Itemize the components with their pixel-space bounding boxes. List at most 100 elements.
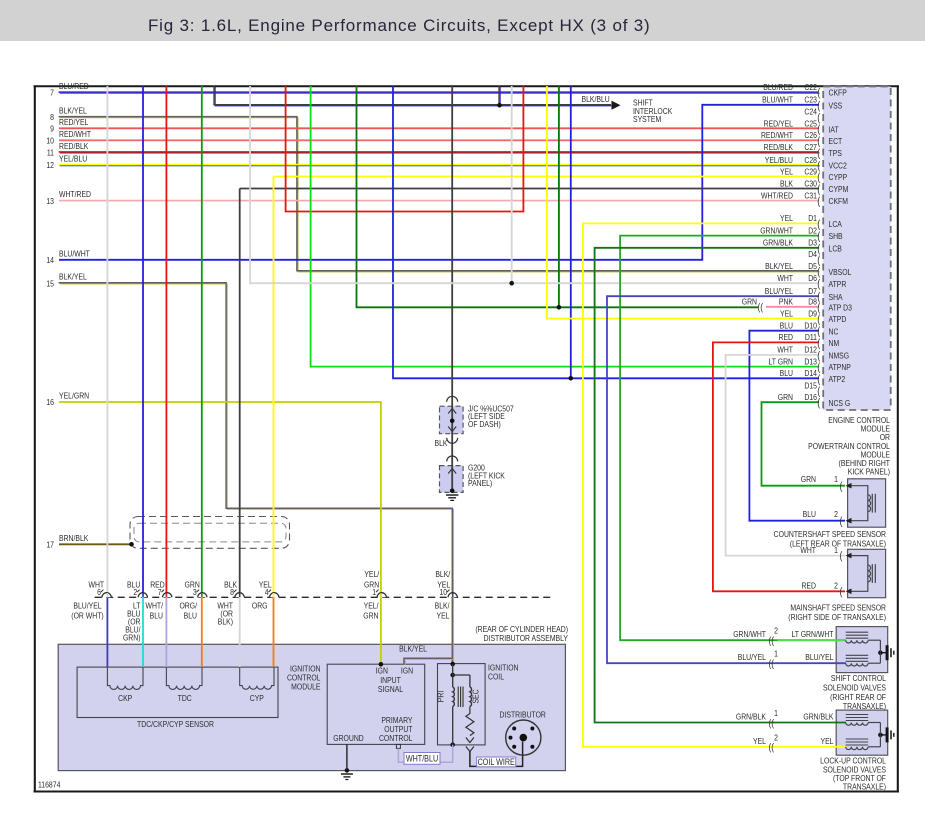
svg-text:ENGINE CONTROL: ENGINE CONTROL [828, 415, 890, 425]
svg-text:1: 1 [774, 649, 778, 659]
svg-text:LT GRN: LT GRN [768, 357, 793, 367]
svg-text:SHB: SHB [829, 231, 843, 241]
svg-text:(: ( [817, 254, 821, 266]
svg-text:BLU: BLU [127, 580, 141, 590]
svg-text:NMSG: NMSG [829, 351, 850, 361]
svg-text:(: ( [817, 124, 821, 136]
svg-text:D13: D13 [804, 357, 817, 367]
svg-text:SOLENOID VALVES: SOLENOID VALVES [823, 765, 886, 775]
svg-text:YEL: YEL [780, 167, 794, 177]
svg-text:(LEFT SIDE: (LEFT SIDE [468, 411, 505, 421]
svg-text:TDC/CKP/CYP SENSOR: TDC/CKP/CYP SENSOR [137, 719, 214, 729]
svg-text:VCC2: VCC2 [829, 161, 847, 171]
svg-text:C23: C23 [804, 95, 817, 105]
svg-text:GRN: GRN [742, 297, 757, 307]
svg-text:BRN/BLK: BRN/BLK [59, 533, 89, 543]
svg-text:BLK/YEL: BLK/YEL [59, 272, 87, 282]
svg-text:GRN/WHT: GRN/WHT [733, 629, 766, 639]
svg-text:ORG: ORG [252, 601, 268, 611]
svg-text:IAT: IAT [829, 125, 839, 135]
svg-text:WHT/RED: WHT/RED [59, 189, 91, 199]
svg-text:G200: G200 [468, 463, 485, 473]
svg-text:(: ( [840, 480, 844, 492]
svg-text:ATP D3: ATP D3 [829, 303, 852, 313]
svg-text:LT GRN/WHT: LT GRN/WHT [791, 629, 833, 639]
svg-text:BLK/YEL: BLK/YEL [59, 106, 87, 116]
svg-text:WHT/: WHT/ [145, 601, 163, 611]
svg-text:C29: C29 [804, 167, 817, 177]
svg-text:CONTROL: CONTROL [287, 673, 321, 683]
svg-text:((: (( [769, 742, 775, 754]
svg-text:IGNITION: IGNITION [290, 664, 320, 674]
svg-text:COIL WIRE: COIL WIRE [478, 757, 516, 767]
svg-text:ATP2: ATP2 [829, 374, 846, 384]
svg-text:ATPR: ATPR [829, 279, 847, 289]
svg-text:D2: D2 [808, 226, 817, 236]
svg-text:116874: 116874 [38, 780, 61, 790]
svg-text:1: 1 [774, 708, 778, 718]
svg-text:D3: D3 [808, 238, 817, 248]
svg-text:INPUT: INPUT [380, 675, 401, 685]
svg-text:CONTROL: CONTROL [379, 733, 413, 743]
svg-text:MAINSHAFT SPEED SENSOR: MAINSHAFT SPEED SENSOR [790, 603, 886, 613]
svg-text:D12: D12 [804, 345, 817, 355]
svg-text:(OR: (OR [128, 617, 141, 627]
svg-text:GRN: GRN [778, 392, 793, 402]
svg-text:(: ( [817, 278, 821, 290]
svg-text:LCA: LCA [829, 219, 843, 229]
svg-text:BLU/YEL: BLU/YEL [765, 286, 794, 296]
svg-text:(: ( [817, 362, 821, 374]
svg-text:PRIMARY: PRIMARY [381, 715, 413, 725]
svg-text:YEL/GRN: YEL/GRN [59, 391, 89, 401]
svg-text:D15: D15 [804, 381, 817, 391]
svg-text:BLK/: BLK/ [435, 569, 451, 579]
svg-text:(: ( [817, 386, 821, 398]
svg-text:GRN/BLK: GRN/BLK [803, 712, 834, 722]
svg-text:BLU/YEL: BLU/YEL [805, 652, 834, 662]
svg-text:TRANSAXLE): TRANSAXLE) [843, 701, 886, 711]
svg-text:C24: C24 [804, 107, 817, 117]
svg-text:C26: C26 [804, 130, 817, 140]
svg-text:BLU: BLU [803, 509, 817, 519]
svg-text:BLU/YEL: BLU/YEL [73, 601, 102, 611]
svg-text:BLK: BLK [224, 580, 238, 590]
svg-text:CYPM: CYPM [829, 184, 849, 194]
svg-text:CKFP: CKFP [829, 88, 847, 98]
svg-text:YEL/: YEL/ [364, 601, 380, 611]
svg-text:J/C %%UC507: J/C %%UC507 [468, 404, 514, 414]
svg-text:C30: C30 [804, 179, 817, 189]
svg-text:PNK: PNK [779, 297, 794, 307]
svg-text:(OR WHT): (OR WHT) [71, 611, 104, 621]
svg-text:(: ( [817, 184, 821, 196]
svg-text:13: 13 [46, 196, 54, 206]
svg-text:D7: D7 [808, 286, 817, 296]
svg-text:(LEFT KICK: (LEFT KICK [468, 471, 506, 481]
svg-text:GRN): GRN) [123, 633, 141, 643]
svg-text:NC: NC [829, 327, 839, 337]
svg-text:IGNITION: IGNITION [488, 663, 518, 673]
svg-text:ATPNP: ATPNP [829, 362, 851, 372]
svg-text:BLK/YEL: BLK/YEL [765, 261, 793, 271]
svg-text:LOCK-UP CONTROL: LOCK-UP CONTROL [820, 756, 886, 766]
svg-text:OF DASH): OF DASH) [468, 419, 501, 429]
svg-text:(: ( [817, 326, 821, 338]
svg-text:(: ( [817, 87, 821, 99]
svg-text:BLU/WHT: BLU/WHT [59, 249, 90, 259]
svg-text:BLK/: BLK/ [435, 601, 451, 611]
svg-text:BLU: BLU [780, 368, 794, 378]
svg-text:BLU: BLU [780, 321, 794, 331]
svg-text:(RIGHT REAR OF: (RIGHT REAR OF [830, 692, 886, 702]
svg-text:8: 8 [230, 587, 234, 597]
svg-text:BLK: BLK [435, 438, 449, 448]
svg-text:NCS G: NCS G [829, 398, 851, 408]
svg-text:ATPD: ATPD [829, 314, 847, 324]
svg-text:C25: C25 [804, 119, 817, 129]
svg-text:D1: D1 [808, 213, 817, 223]
svg-text:1: 1 [372, 587, 376, 597]
svg-text:YEL/BLU: YEL/BLU [765, 155, 794, 165]
svg-text:WHT/RED: WHT/RED [761, 191, 793, 201]
svg-text:(RIGHT SIDE OF TRANSAXLE): (RIGHT SIDE OF TRANSAXLE) [788, 612, 886, 622]
svg-text:WHT/BLU: WHT/BLU [406, 754, 438, 764]
svg-text:9: 9 [50, 124, 54, 134]
svg-text:D8: D8 [808, 297, 817, 307]
